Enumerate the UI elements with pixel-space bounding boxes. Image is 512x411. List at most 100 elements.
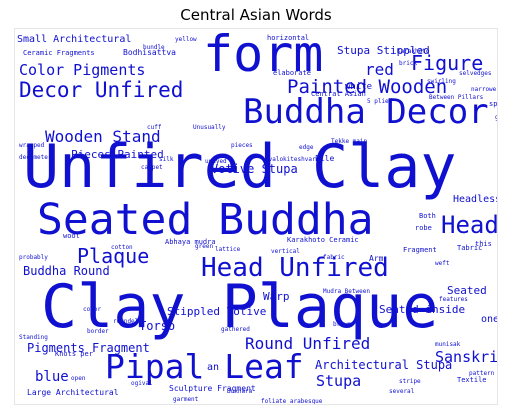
word: Pigments Fragment [27, 341, 150, 355]
word: selvedges [459, 70, 492, 77]
word: wool [63, 232, 80, 240]
word: border [87, 328, 109, 335]
word: cuff [147, 124, 162, 131]
word: decimeter [19, 154, 52, 161]
word: Textile [457, 376, 487, 384]
word: Decor Unfired [19, 78, 184, 102]
word: Buddha Decor [243, 92, 489, 132]
word: green [195, 243, 214, 250]
word: vertical [271, 248, 300, 255]
word: garment [173, 396, 199, 403]
word: form [203, 28, 324, 83]
word: Standing [19, 334, 48, 341]
word: Bukhara [227, 388, 253, 395]
word: Head [441, 211, 498, 239]
word-cloud: Unfired Clay Seated Buddha Clay Plaque B… [14, 28, 498, 405]
word: open [71, 375, 86, 382]
word: pieces [231, 142, 253, 149]
word: Pipal Leaf [105, 347, 304, 386]
word: narrower [471, 86, 498, 93]
word: horizontal [267, 34, 310, 42]
word: brown [333, 321, 352, 328]
word: Stippled Votive [167, 305, 267, 318]
word: 5 plied [367, 98, 393, 105]
word: Knots per [55, 350, 93, 358]
word: color [83, 306, 102, 313]
word: Abhaya mudra [165, 238, 216, 246]
word: elaborate [273, 69, 311, 77]
word: Both [419, 212, 436, 220]
word: Seated inside [379, 303, 466, 316]
word: an [207, 362, 220, 373]
word: Avalokiteshvara [265, 156, 320, 163]
word: Tabric [457, 244, 483, 252]
word: Warp [263, 290, 290, 303]
word: silk [159, 156, 174, 163]
word: Tekke main [331, 138, 368, 145]
word: carpet [141, 164, 163, 171]
word: Bodhisattva [123, 48, 176, 57]
word: Buddha Round [23, 264, 110, 278]
word: Color Pigments [19, 61, 146, 79]
word: Architectural Stupa [315, 358, 453, 372]
word: robe [415, 224, 432, 232]
word: undyed [205, 158, 227, 165]
word: Sanskrit [435, 348, 498, 366]
word: Central Asian [311, 90, 366, 98]
word: Round Unfired [245, 334, 371, 353]
word: Plaque [77, 244, 150, 268]
word: lattice [215, 246, 241, 253]
word: Head Unfired [201, 253, 389, 283]
word: gathered [221, 326, 250, 333]
word: blue [35, 369, 69, 385]
word: edge [299, 144, 314, 151]
word: Small Architectural [17, 34, 132, 45]
word: Pile [315, 154, 335, 163]
word: white [345, 82, 373, 92]
word: fabric [323, 254, 345, 261]
word: Wooden Stand [45, 127, 161, 146]
word: several [389, 388, 415, 395]
figure-title: Central Asian Words [180, 6, 332, 24]
word: features [439, 296, 468, 303]
word: swirling [427, 78, 456, 85]
word: Torso [139, 319, 176, 333]
word: Karakhoto Ceramic [287, 236, 359, 244]
word: Large Architectural [27, 388, 119, 397]
word: Stupa [316, 372, 362, 390]
word: munisak [435, 341, 461, 348]
word: Stupa Stippled [337, 44, 430, 57]
word: cotton [111, 244, 133, 251]
word: wrapped [19, 142, 45, 149]
word: Seated Buddha [37, 195, 374, 245]
word: yellow [175, 36, 197, 43]
word: Votive Stupa [211, 162, 298, 176]
word: this [475, 240, 492, 248]
word: foliate arabesque [261, 398, 323, 405]
word: Fragment [403, 246, 437, 254]
word: Arm [369, 254, 384, 263]
word: Seated [447, 284, 487, 297]
word: Sculpture Fragment [169, 384, 256, 393]
word: ogival [131, 380, 153, 387]
word: Between Pillars [429, 94, 484, 101]
word: pattern [469, 370, 495, 377]
word: brick [399, 60, 418, 67]
word: goat [495, 115, 497, 121]
word: bundle [143, 44, 165, 51]
word: Pieces Painted [71, 148, 164, 161]
word: Unfired Clay [23, 132, 457, 202]
word: Clay Plaque [41, 272, 439, 342]
word: stripe [399, 378, 421, 385]
word: one [481, 314, 498, 325]
word: Headless [453, 194, 498, 205]
word: Karakhoto [397, 48, 430, 55]
word: Ceramic Fragments [23, 49, 95, 57]
word: spun [489, 100, 498, 108]
word: Painted Wooden [287, 76, 448, 98]
word: Figure [411, 51, 484, 75]
word: red [365, 60, 394, 79]
word: probably [19, 254, 48, 261]
word: weft [435, 260, 450, 267]
